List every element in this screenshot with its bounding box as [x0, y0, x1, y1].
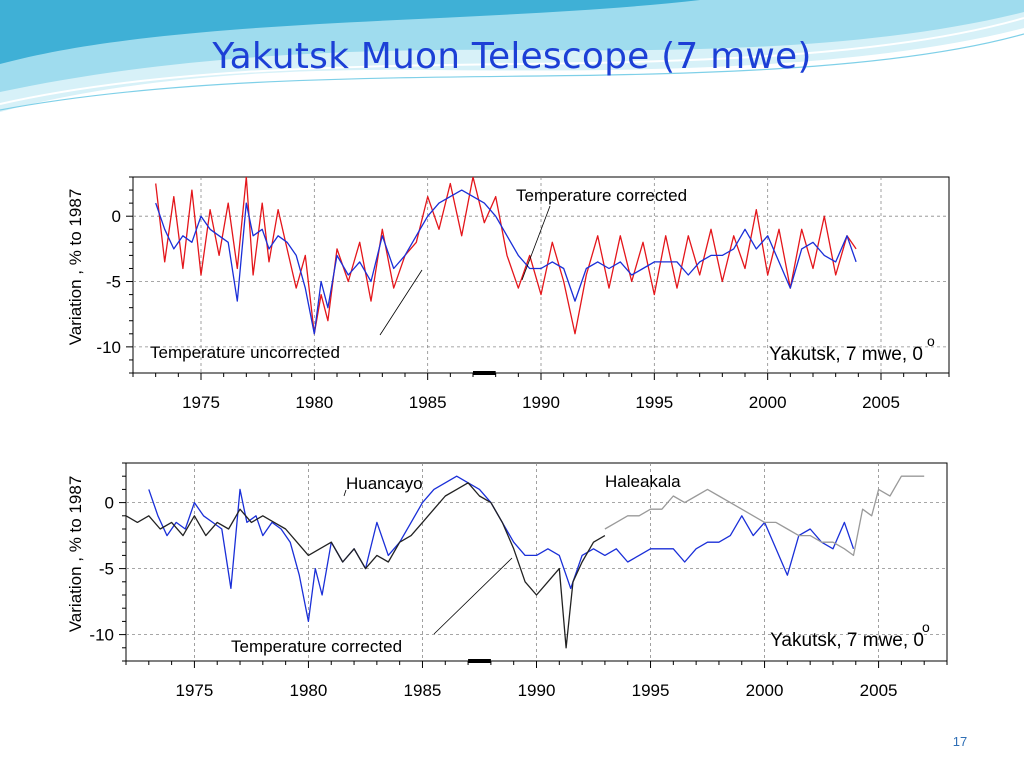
x-tick-label: 1975 [182, 393, 220, 412]
x-tick-label: 2000 [749, 393, 787, 412]
x-tick-label: 1995 [632, 681, 670, 700]
x-tick-label: 1985 [404, 681, 442, 700]
annotation-huancayo: Huancayo [346, 474, 423, 493]
reference-period-bar [473, 371, 496, 375]
degree-symbol: o [922, 619, 930, 635]
x-tick-label: 1975 [176, 681, 214, 700]
reference-period-bar [468, 659, 491, 663]
annotation-pointer-huancayo [343, 489, 347, 497]
y-axis-label: Variation , % to 1987 [66, 189, 85, 346]
chart-panel-bottom: 1975 1980 1985 1990 1995 2000 2005 0 -5 -10 Variat… [38, 456, 954, 708]
wave-line-top [0, 17, 1024, 105]
y-tick-label: -10 [89, 626, 114, 645]
x-tick-label: 1985 [409, 393, 447, 412]
x-tick-label: 1990 [522, 393, 560, 412]
slide-title: Yakutsk Muon Telescope (7 mwe) [212, 36, 812, 77]
y-tick-label: -5 [99, 560, 114, 579]
y-tick-label: -5 [106, 273, 121, 292]
y-tick-label: 0 [112, 207, 121, 226]
chart-temperature-comparison: 1975 1980 1985 1990 1995 2000 2005 0 -5 -10 Variat… [38, 168, 954, 420]
annotation-temperature-corrected: Temperature corrected [516, 186, 687, 205]
series-line-1 [155, 189, 857, 335]
annotation-pointer-uncorrected [379, 269, 423, 336]
y-tick-label: -10 [96, 338, 121, 357]
series-line-2 [604, 475, 925, 557]
annotation-haleakala: Haleakala [605, 472, 681, 491]
x-tick-label: 1980 [295, 393, 333, 412]
x-tick-label: 2005 [860, 681, 898, 700]
annotation-temperature-corrected: Temperature corrected [231, 637, 402, 656]
wave-decoration-dark [0, 0, 700, 64]
x-tick-label: 1980 [290, 681, 328, 700]
slide-number: 17 [952, 734, 968, 749]
series-line-1 [126, 482, 606, 649]
degree-symbol: o [927, 333, 935, 349]
annotation-pointer-corrected [521, 205, 551, 281]
chart-panel-top: 1975 1980 1985 1990 1995 2000 2005 0 -5 -10 Variat… [38, 168, 954, 420]
y-axis-label: Variation , % to 1987 [66, 476, 85, 633]
x-tick-label: 2000 [746, 681, 784, 700]
wave-line-bottom [0, 33, 1024, 111]
station-label: Yakutsk, 7 mwe, 0 [769, 344, 923, 365]
x-tick-label: 1990 [518, 681, 556, 700]
annotation-pointer-corrected [433, 557, 513, 635]
station-label: Yakutsk, 7 mwe, 0 [770, 630, 924, 651]
x-tick-label: 1995 [635, 393, 673, 412]
x-tick-label: 2005 [862, 393, 900, 412]
y-tick-label: 0 [105, 494, 114, 513]
annotation-temperature-uncorrected: Temperature uncorrected [150, 343, 340, 362]
chart-station-comparison: 1975 1980 1985 1990 1995 2000 2005 0 -5 -10Variat… [38, 456, 954, 708]
series-line-0 [148, 475, 855, 623]
